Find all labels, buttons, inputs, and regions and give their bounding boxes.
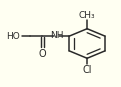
Text: CH₃: CH₃ — [79, 11, 95, 20]
Text: Cl: Cl — [82, 65, 92, 75]
Text: HO: HO — [6, 32, 20, 41]
Text: O: O — [38, 49, 46, 59]
Text: NH: NH — [50, 31, 64, 40]
